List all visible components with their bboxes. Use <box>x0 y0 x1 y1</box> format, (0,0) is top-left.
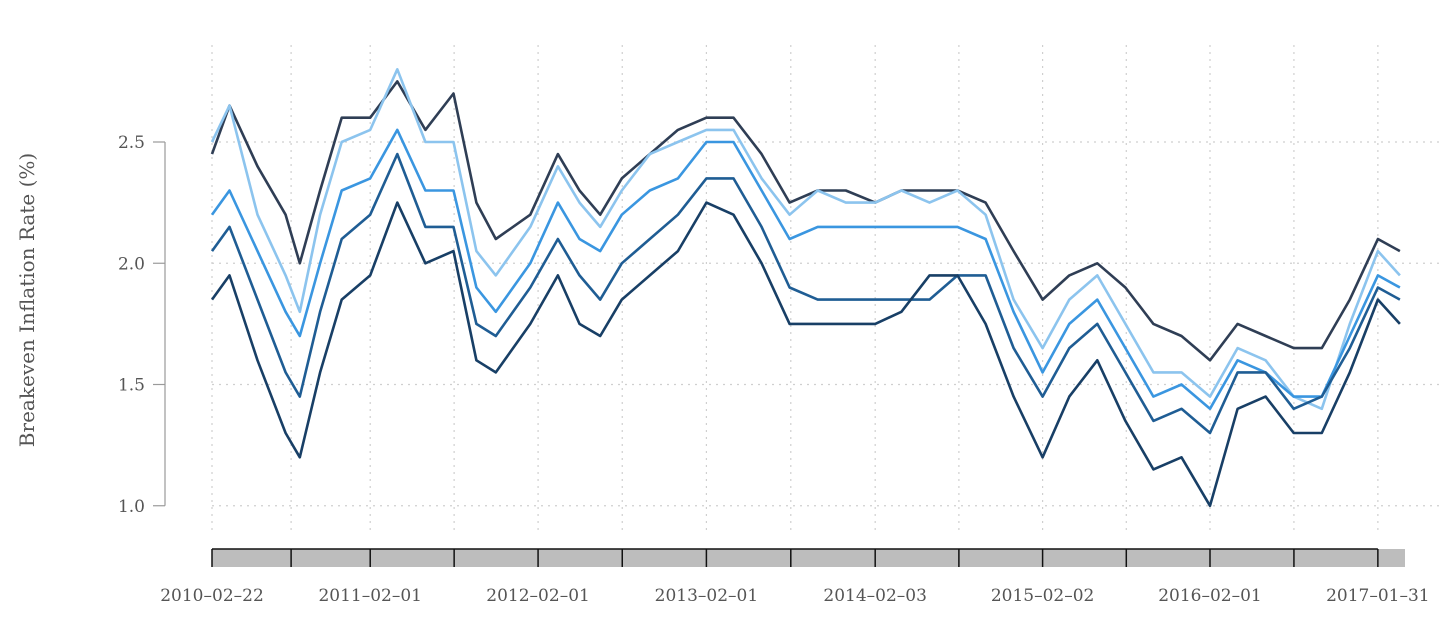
x-tick-label: 2017–01–31 <box>1326 586 1430 606</box>
y-tick-label: 2.5 <box>118 133 145 153</box>
grid <box>211 45 1440 530</box>
x-tick-label: 2016–02–01 <box>1158 586 1262 606</box>
series-line-4 <box>210 152 1401 435</box>
x-tick-label: 2015–02–02 <box>991 586 1095 606</box>
series-layer <box>210 68 1401 508</box>
time-range-bar <box>212 549 1405 567</box>
y-axis-title: Breakeven Inflation Rate (%) <box>15 153 39 447</box>
series-line-5 <box>210 201 1401 508</box>
y-tick-label: 1.0 <box>118 497 145 517</box>
x-tick-label: 2014–02–03 <box>823 586 927 606</box>
x-tick-label: 2010–02–22 <box>160 586 264 606</box>
y-axis: 1.0 1.5 2.0 2.5 <box>118 133 166 517</box>
x-tick-label: 2012–02–01 <box>486 586 590 606</box>
series-line-3 <box>210 128 1401 411</box>
y-tick-label: 1.5 <box>118 376 145 396</box>
x-tick-label: 2011–02–01 <box>318 586 422 606</box>
x-tick-label: 2013–02–01 <box>655 586 759 606</box>
series-line-2 <box>210 68 1401 411</box>
y-tick-label: 2.0 <box>118 254 145 274</box>
x-axis: 2010–02–22 2011–02–01 2012–02–01 2013–02–01… <box>160 548 1430 606</box>
